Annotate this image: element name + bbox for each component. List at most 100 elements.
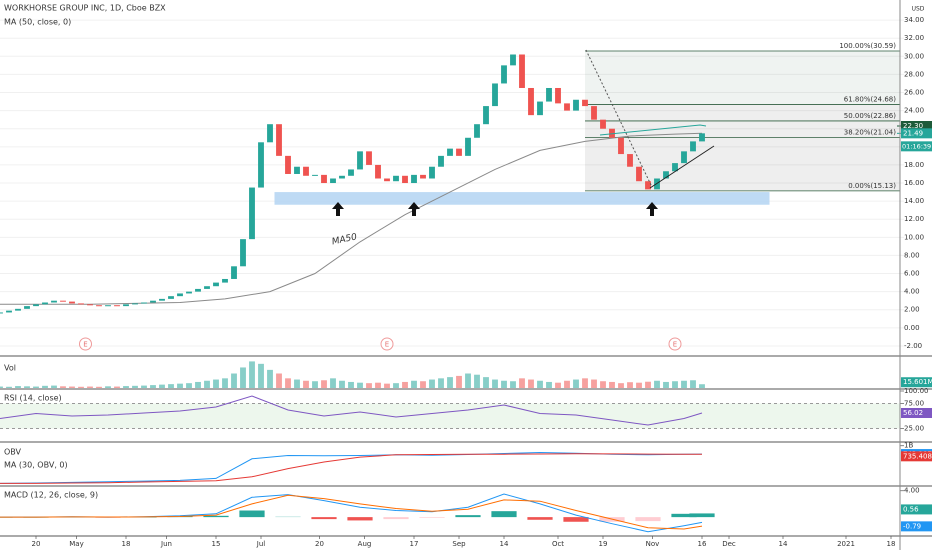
volume-bar	[249, 361, 255, 388]
candle	[393, 175, 399, 182]
volume-bar	[258, 363, 264, 388]
value-tag-bg	[901, 377, 932, 388]
arrow	[408, 202, 420, 216]
value-tag: 56.02	[903, 409, 923, 417]
value-tag: 15.601M	[903, 378, 932, 386]
x-tick-label: Dec	[722, 540, 736, 548]
candle	[285, 155, 291, 174]
candle	[672, 163, 678, 172]
y-tick-label: 75.00	[904, 400, 924, 408]
candle	[51, 300, 57, 303]
candle	[204, 286, 210, 289]
candle	[249, 187, 255, 240]
x-tick-label: 19	[599, 540, 608, 548]
fib-zone	[585, 104, 900, 121]
plot-layer: -2.00 0.00 2.00 4.00 6.00 8.00 10.00 12.00 14.00…	[0, 16, 932, 548]
volume-bar	[267, 369, 273, 388]
candle	[60, 300, 66, 302]
candle	[690, 141, 696, 152]
y-tick-label: 26.00	[904, 89, 924, 97]
volume-bar	[672, 381, 678, 388]
candle	[330, 178, 336, 184]
x-tick-label: 20	[32, 540, 41, 548]
candle	[105, 305, 111, 307]
x-tick-label: 18	[122, 540, 131, 548]
candle	[6, 310, 12, 313]
volume-bar	[186, 383, 192, 388]
volume-bar	[69, 386, 75, 388]
volume-bar	[168, 384, 174, 388]
y-tick-label: 28.00	[904, 70, 924, 78]
volume-bar	[582, 378, 588, 388]
volume-bar	[483, 377, 489, 388]
volume-bar	[15, 386, 21, 388]
volume-bar	[330, 378, 336, 388]
volume-bar	[465, 373, 471, 388]
candle	[438, 155, 444, 167]
earnings-label: E	[385, 341, 389, 349]
histogram-bar	[491, 511, 517, 518]
candle	[177, 293, 183, 297]
volume-bar	[105, 386, 111, 388]
y-tick-label: 14.00	[904, 197, 924, 205]
volume-bar	[0, 386, 3, 388]
candle	[15, 308, 21, 311]
candle	[636, 166, 642, 182]
volume-bar	[222, 378, 228, 388]
volume-bar	[420, 381, 426, 388]
candle	[240, 239, 246, 267]
candle	[474, 124, 480, 138]
fib-trend-line	[585, 49, 653, 188]
candle	[267, 124, 273, 143]
volume-bar	[591, 379, 597, 388]
rsi-band	[0, 403, 900, 429]
candle	[411, 174, 417, 184]
candle	[555, 87, 561, 104]
value-tag: -0.79	[903, 522, 921, 530]
x-tick-label: 20	[315, 540, 324, 548]
x-tick-label: 16	[698, 540, 707, 548]
fib-label: 0.00%(15.13)	[848, 182, 896, 190]
countdown: 01:16:39	[902, 142, 931, 150]
volume-bar	[366, 383, 372, 388]
candle	[591, 106, 597, 120]
candle	[582, 99, 588, 107]
candle	[402, 175, 408, 184]
value-tag-bg	[901, 407, 932, 418]
trend-line	[649, 145, 715, 189]
histogram-bar	[635, 517, 661, 522]
histogram-bar	[239, 510, 265, 518]
candle	[429, 166, 435, 179]
candle	[114, 305, 120, 307]
candle	[213, 282, 219, 287]
fib-zone	[585, 50, 900, 105]
volume-bar	[618, 383, 624, 388]
channel-line	[599, 124, 707, 136]
candle	[681, 151, 687, 164]
candle	[69, 301, 75, 304]
candle	[231, 266, 237, 279]
candle	[186, 291, 192, 294]
candle	[159, 298, 165, 301]
y-tick-label: 12.00	[904, 215, 924, 223]
volume-bar	[6, 386, 12, 388]
volume-bar	[438, 378, 444, 388]
x-tick-label: Oct	[552, 540, 564, 548]
series-line	[0, 453, 703, 484]
volume-bar	[501, 380, 507, 388]
candle	[168, 296, 174, 299]
candle	[33, 304, 39, 307]
x-tick-label: Nov	[646, 540, 660, 548]
volume-bar	[285, 378, 291, 388]
x-tick-label: 17	[410, 540, 419, 548]
x-tick-label: 14	[500, 540, 509, 548]
currency: USD	[912, 6, 925, 13]
y-tick-label: 1B	[904, 442, 913, 450]
volume-bar	[204, 380, 210, 388]
candle	[546, 87, 552, 102]
volume-bar	[645, 381, 651, 388]
y-tick-label: 32.00	[904, 34, 924, 42]
chart-title: WORKHORSE GROUP INC, 1D, Cboe BZX	[4, 4, 166, 13]
candle	[294, 166, 300, 174]
